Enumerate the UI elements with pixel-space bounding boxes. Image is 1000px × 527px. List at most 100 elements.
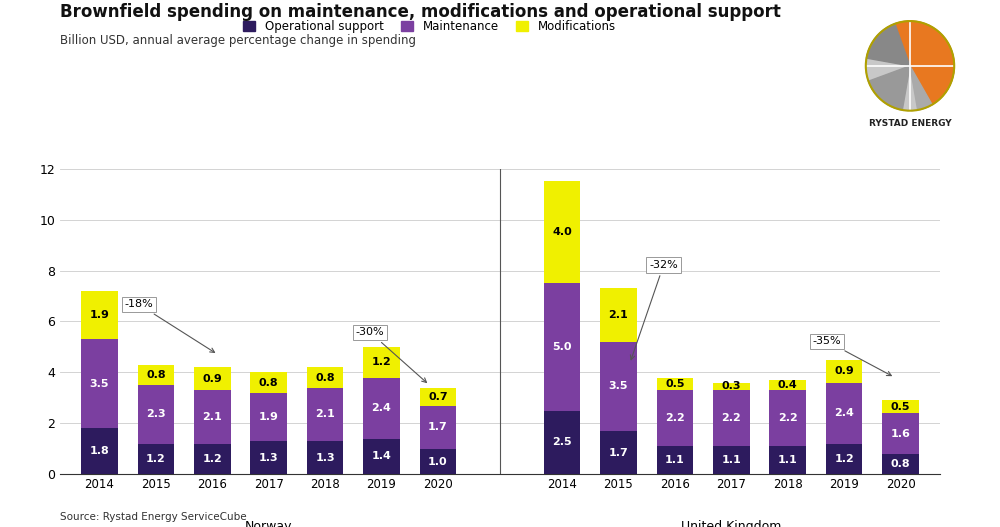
- Bar: [826, 444, 862, 474]
- Bar: [657, 377, 693, 390]
- Text: 0.7: 0.7: [428, 392, 448, 402]
- Text: 2.5: 2.5: [552, 437, 572, 447]
- Bar: [250, 373, 287, 393]
- Bar: [420, 449, 456, 474]
- Text: 1.2: 1.2: [146, 454, 166, 464]
- Text: -18%: -18%: [125, 299, 215, 353]
- Text: 1.7: 1.7: [609, 447, 628, 457]
- Text: -30%: -30%: [356, 327, 426, 383]
- Bar: [713, 446, 750, 474]
- Bar: [194, 444, 231, 474]
- Text: 0.8: 0.8: [259, 378, 279, 387]
- Text: 1.3: 1.3: [315, 453, 335, 463]
- Bar: [769, 390, 806, 446]
- Bar: [713, 383, 750, 390]
- Bar: [138, 444, 174, 474]
- Text: Billion USD, annual average percentage change in spending: Billion USD, annual average percentage c…: [60, 34, 416, 47]
- Text: -35%: -35%: [813, 336, 891, 376]
- Text: 1.2: 1.2: [202, 454, 222, 464]
- Text: 2.4: 2.4: [834, 408, 854, 418]
- Bar: [713, 390, 750, 446]
- Wedge shape: [868, 66, 910, 110]
- Text: 4.0: 4.0: [552, 227, 572, 237]
- Bar: [138, 365, 174, 385]
- Text: 1.7: 1.7: [428, 422, 448, 432]
- Text: 2.1: 2.1: [609, 310, 628, 320]
- Bar: [769, 380, 806, 390]
- Text: United Kingdom: United Kingdom: [681, 520, 781, 527]
- Bar: [826, 383, 862, 444]
- Text: 0.9: 0.9: [202, 374, 222, 384]
- Text: 0.3: 0.3: [722, 382, 741, 392]
- Bar: [600, 342, 637, 431]
- Text: 1.1: 1.1: [778, 455, 798, 465]
- Text: 3.5: 3.5: [90, 379, 109, 389]
- Text: 1.9: 1.9: [259, 412, 279, 422]
- Text: 0.5: 0.5: [891, 402, 910, 412]
- Wedge shape: [895, 21, 954, 105]
- Circle shape: [866, 21, 954, 111]
- Text: 5.0: 5.0: [552, 342, 572, 352]
- Text: 1.4: 1.4: [372, 452, 391, 462]
- Wedge shape: [866, 24, 910, 66]
- Bar: [657, 390, 693, 446]
- Bar: [250, 393, 287, 441]
- Text: Brownfield spending on maintenance, modifications and operational support: Brownfield spending on maintenance, modi…: [60, 3, 781, 21]
- Bar: [882, 401, 919, 413]
- Text: 0.8: 0.8: [315, 373, 335, 383]
- Text: 3.5: 3.5: [609, 382, 628, 392]
- Bar: [138, 385, 174, 444]
- Bar: [544, 181, 580, 284]
- Bar: [363, 438, 400, 474]
- Text: 1.8: 1.8: [90, 446, 109, 456]
- Bar: [769, 446, 806, 474]
- Bar: [194, 390, 231, 444]
- Text: 1.6: 1.6: [891, 428, 910, 438]
- Text: 2.3: 2.3: [146, 409, 166, 419]
- Text: Source: Rystad Energy ServiceCube: Source: Rystad Energy ServiceCube: [60, 512, 247, 522]
- Bar: [307, 388, 343, 441]
- Text: 1.1: 1.1: [665, 455, 685, 465]
- Wedge shape: [910, 66, 932, 110]
- Bar: [657, 446, 693, 474]
- Bar: [420, 388, 456, 406]
- Bar: [250, 441, 287, 474]
- Legend: Operational support, Maintenance, Modifications: Operational support, Maintenance, Modifi…: [239, 16, 620, 38]
- Bar: [363, 347, 400, 377]
- Bar: [81, 339, 118, 428]
- Bar: [882, 454, 919, 474]
- Text: 2.2: 2.2: [778, 413, 798, 423]
- Text: 2.2: 2.2: [665, 413, 685, 423]
- Text: 1.0: 1.0: [428, 456, 448, 466]
- Text: 0.8: 0.8: [146, 370, 166, 380]
- Text: 1.1: 1.1: [721, 455, 741, 465]
- Bar: [420, 406, 456, 449]
- Text: 0.5: 0.5: [665, 379, 685, 389]
- Bar: [544, 284, 580, 411]
- Text: 1.3: 1.3: [259, 453, 279, 463]
- Bar: [81, 428, 118, 474]
- Text: 1.2: 1.2: [834, 454, 854, 464]
- Text: Norway: Norway: [245, 520, 292, 527]
- Text: 2.4: 2.4: [372, 403, 391, 413]
- Text: 0.9: 0.9: [834, 366, 854, 376]
- Text: -32%: -32%: [630, 260, 678, 360]
- Bar: [307, 367, 343, 388]
- Bar: [544, 411, 580, 474]
- Text: 1.2: 1.2: [372, 357, 391, 367]
- Bar: [363, 377, 400, 438]
- Text: 0.8: 0.8: [891, 459, 910, 469]
- Bar: [194, 367, 231, 390]
- Text: 2.1: 2.1: [315, 409, 335, 419]
- Bar: [600, 288, 637, 342]
- Bar: [307, 441, 343, 474]
- Bar: [600, 431, 637, 474]
- Text: 0.4: 0.4: [778, 380, 798, 390]
- Text: 2.1: 2.1: [202, 412, 222, 422]
- Bar: [882, 413, 919, 454]
- Text: RYSTAD ENERGY: RYSTAD ENERGY: [869, 119, 951, 129]
- Bar: [81, 291, 118, 339]
- Text: 2.2: 2.2: [721, 413, 741, 423]
- Bar: [826, 360, 862, 383]
- Text: 1.9: 1.9: [90, 310, 109, 320]
